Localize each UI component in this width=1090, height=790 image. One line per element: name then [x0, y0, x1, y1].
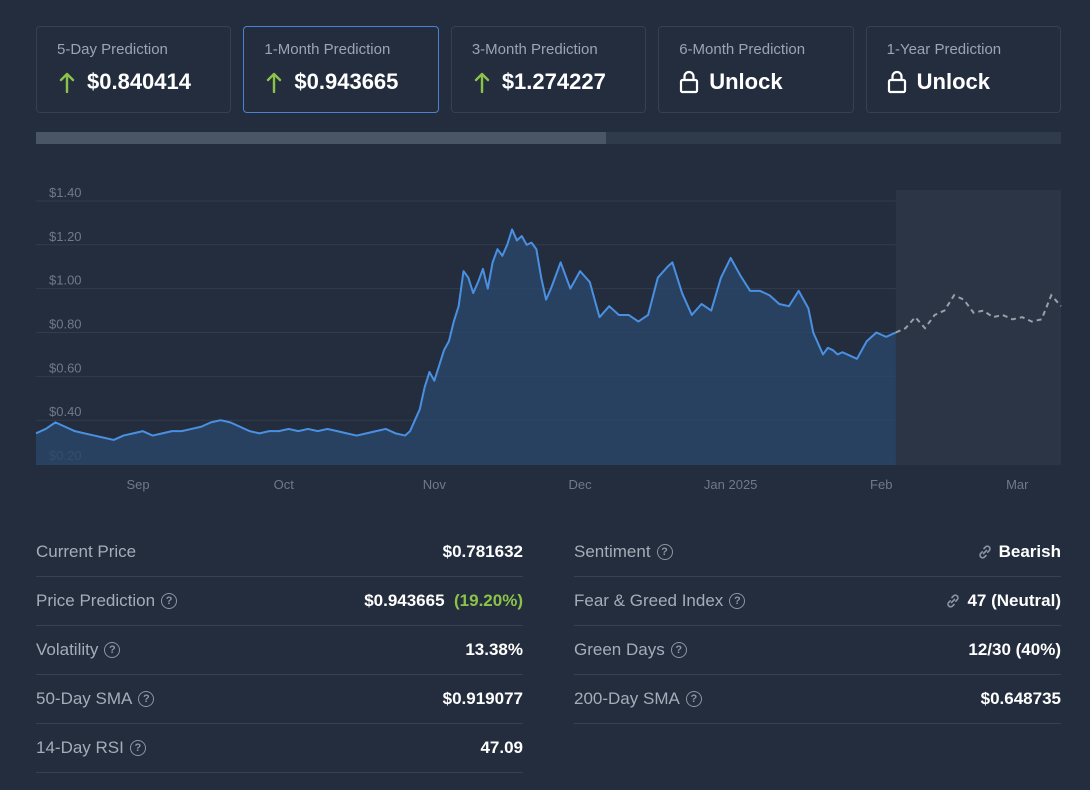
stat-change-percent: (19.20%)	[454, 591, 523, 610]
prediction-region	[895, 190, 1061, 465]
card-label: 1-Year Prediction	[886, 41, 1002, 58]
stat-50-day-sma: 50-Day SMA? $0.919077	[36, 675, 523, 724]
y-tick-label: $1.00	[49, 273, 82, 288]
stat-label: Price Prediction	[36, 591, 156, 610]
lock-icon	[887, 70, 907, 94]
x-tick-label: Oct	[274, 477, 295, 492]
link-icon	[945, 593, 961, 609]
card-value: Unlock	[709, 69, 783, 94]
stat-value: 47.09	[480, 738, 523, 757]
link-icon	[977, 544, 993, 560]
help-icon[interactable]: ?	[656, 544, 673, 560]
prediction-progress-fill	[36, 132, 606, 144]
card-label: 6-Month Prediction	[679, 41, 806, 58]
prediction-progress-track	[36, 132, 1061, 144]
card-value: $1.274227	[501, 69, 606, 94]
card-label: 5-Day Prediction	[57, 41, 168, 58]
stat-200-day-sma: 200-Day SMA? $0.648735	[574, 675, 1061, 724]
help-icon[interactable]: ?	[104, 642, 121, 658]
stat-green-days: Green Days? 12/30 (40%)	[574, 626, 1061, 675]
x-tick-label: Dec	[569, 477, 593, 492]
stat-value: $0.919077	[442, 689, 523, 708]
stat-value: 13.38%	[465, 640, 523, 659]
stat-value: $0.943665	[364, 591, 445, 610]
prediction-cards: 5-Day Prediction $0.840414 1-Month Predi…	[36, 26, 1062, 113]
help-icon[interactable]: ?	[670, 642, 687, 658]
card-value: Unlock	[916, 69, 990, 94]
x-tick-label: Nov	[423, 477, 447, 492]
stat-current-price: Current Price $0.781632	[36, 528, 523, 577]
card-label: 1-Month Prediction	[264, 41, 391, 58]
arrow-up-icon	[264, 70, 284, 94]
card-value: $0.943665	[294, 69, 399, 94]
stat-label: Sentiment	[574, 542, 651, 561]
stat-value: $0.781632	[442, 542, 523, 561]
stats-left: Current Price $0.781632 Price Prediction…	[36, 528, 523, 773]
stat-sentiment: Sentiment? Bearish	[574, 528, 1061, 577]
arrow-up-icon	[472, 70, 492, 94]
stats-right: Sentiment? Bearish Fear & Greed Index? 4…	[574, 528, 1061, 724]
y-tick-label: $1.20	[49, 229, 82, 244]
card-6-month-prediction[interactable]: 6-Month Prediction Unlock	[658, 26, 854, 113]
stat-label: Current Price	[36, 542, 137, 561]
card-value: $0.840414	[87, 69, 191, 94]
price-prediction-chart: $0.20$0.40$0.60$0.80$1.00$1.20$1.40SepOc…	[35, 185, 1062, 492]
x-tick-label: Jan 2025	[704, 477, 758, 492]
prediction-line	[895, 293, 1062, 334]
help-icon[interactable]: ?	[729, 593, 746, 609]
x-tick-label: Feb	[870, 477, 892, 492]
stat-fear-greed-index: Fear & Greed Index? 47 (Neutral)	[574, 577, 1061, 626]
x-tick-label: Sep	[126, 477, 149, 492]
y-tick-label: $1.40	[49, 185, 82, 200]
stat-label: Volatility	[36, 640, 99, 659]
sentiment-link[interactable]: Bearish	[977, 542, 1061, 562]
stat-14-day-rsi: 14-Day RSI? 47.09	[36, 724, 523, 773]
card-5-day-prediction[interactable]: 5-Day Prediction $0.840414	[36, 26, 232, 113]
arrow-up-icon	[57, 70, 77, 94]
card-3-month-prediction[interactable]: 3-Month Prediction $1.274227	[450, 26, 647, 113]
stat-value: $0.648735	[980, 689, 1061, 708]
card-1-month-prediction[interactable]: 1-Month Prediction $0.943665	[243, 26, 439, 113]
y-tick-label: $0.80	[49, 317, 82, 332]
stat-value: Bearish	[998, 542, 1061, 561]
card-1-year-prediction[interactable]: 1-Year Prediction Unlock	[865, 26, 1062, 113]
stat-value: 12/30 (40%)	[968, 640, 1061, 659]
price-line	[35, 228, 897, 441]
stat-price-prediction: Price Prediction? $0.943665 (19.20%)	[36, 577, 523, 626]
price-area	[36, 229, 896, 465]
help-icon[interactable]: ?	[138, 691, 155, 707]
y-tick-label: $0.40	[49, 404, 82, 419]
stat-label: Green Days	[574, 640, 665, 659]
stat-label: 50-Day SMA	[36, 689, 133, 708]
stat-volatility: Volatility? 13.38%	[36, 626, 523, 675]
stat-label: 14-Day RSI	[36, 738, 124, 757]
stat-value: 47 (Neutral)	[967, 591, 1061, 610]
stat-label: 200-Day SMA	[574, 689, 680, 708]
card-label: 3-Month Prediction	[471, 41, 598, 58]
help-icon[interactable]: ?	[161, 593, 178, 609]
help-icon[interactable]: ?	[685, 691, 702, 707]
fear-greed-link[interactable]: 47 (Neutral)	[945, 591, 1061, 611]
y-tick-label: $0.60	[49, 360, 82, 375]
help-icon[interactable]: ?	[129, 740, 146, 756]
lock-icon	[679, 70, 699, 94]
x-tick-label: Mar	[1006, 477, 1029, 492]
stat-label: Fear & Greed Index	[574, 591, 724, 610]
